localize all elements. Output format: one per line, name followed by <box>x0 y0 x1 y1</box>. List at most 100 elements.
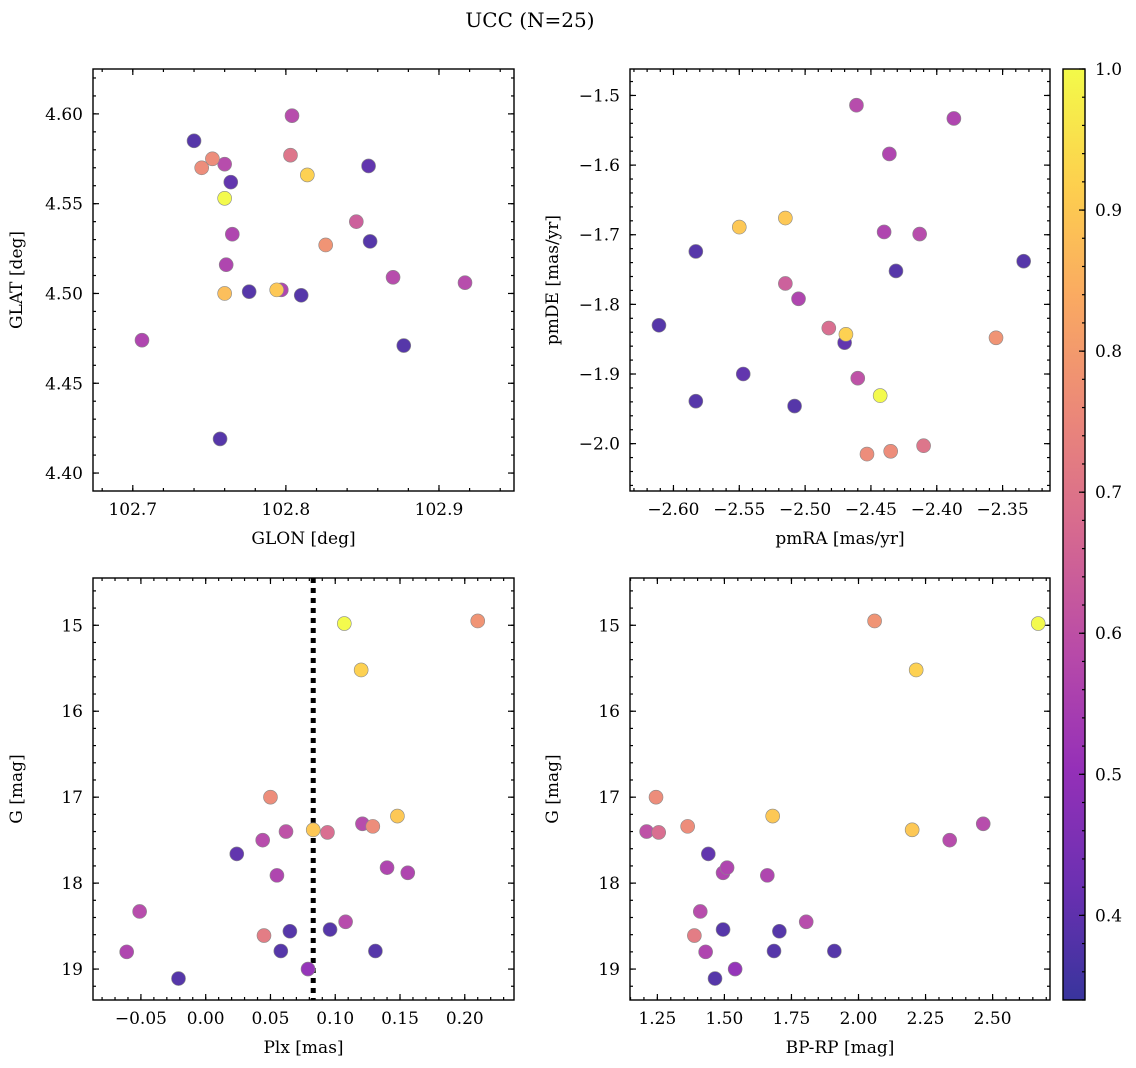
data-point <box>687 928 702 943</box>
data-point <box>368 943 383 959</box>
data-point <box>322 922 338 937</box>
data-point <box>1016 253 1031 269</box>
data-point <box>457 275 473 290</box>
x-tick-label: 0.05 <box>252 1009 290 1029</box>
data-point <box>300 961 316 977</box>
data-point <box>701 846 716 862</box>
x-tick-label: 0.10 <box>316 1009 354 1029</box>
scatter-panel-2: −2.60 −2.55 −2.50 −2.45 −2.40 −2.35 −2.0 −1.9 −1… <box>543 68 1051 549</box>
scatter-panel-3: −0.05 0.00 0.05 0.10 0.15 0.20 15 16 17 18 19 Plx [… <box>7 577 515 1058</box>
y-tick-label: 18 <box>61 874 83 894</box>
data-point <box>241 284 257 299</box>
data-point <box>719 860 735 875</box>
y-tick-label: 19 <box>598 960 620 980</box>
y-tick-label: 4.60 <box>45 105 83 125</box>
y-tick-label: 17 <box>598 788 620 808</box>
axes-frame <box>629 577 1051 1001</box>
data-point <box>772 923 787 939</box>
data-point <box>300 167 315 183</box>
data-point <box>798 914 814 930</box>
axes-frame <box>629 68 1051 492</box>
y-tick-label: 16 <box>598 702 620 722</box>
y-tick-label: 17 <box>61 788 83 808</box>
y-tick-label: 4.40 <box>45 464 83 484</box>
data-point <box>338 914 353 930</box>
data-point <box>778 276 793 291</box>
data-point <box>916 438 931 454</box>
data-point <box>882 146 897 162</box>
data-point <box>942 832 957 848</box>
y-tick-label: −1.9 <box>579 365 620 385</box>
x-tick-label: 102.7 <box>108 500 157 520</box>
axes-frame <box>92 577 515 1001</box>
x-tick-label: −2.55 <box>713 500 765 520</box>
data-point <box>305 822 321 838</box>
y-tick-label: 15 <box>598 616 620 636</box>
data-point <box>205 151 220 167</box>
x-tick-label: 0.00 <box>187 1009 225 1029</box>
y-tick-label: 4.50 <box>45 284 83 304</box>
x-tick-label: 1.75 <box>773 1009 811 1029</box>
scatter-panel-4: 1.25 1.50 1.75 2.00 2.25 2.50 15 16 17 18 19 BP-RP … <box>543 577 1051 1058</box>
data-point <box>390 808 405 824</box>
x-tick-label: −2.35 <box>977 500 1029 520</box>
x-tick-label: 0.20 <box>446 1009 484 1029</box>
colorbar-tick-label: 0.8 <box>1095 342 1122 362</box>
y-tick-label: −2.0 <box>579 435 620 455</box>
data-point <box>850 370 866 386</box>
data-point <box>318 237 333 253</box>
x-tick-label: −2.45 <box>845 500 897 520</box>
x-axis-title: Plx [mas] <box>263 1038 343 1058</box>
data-point <box>349 214 364 229</box>
x-tick-label: −2.60 <box>647 500 699 520</box>
data-point <box>385 270 401 285</box>
y-tick-label: −1.5 <box>579 86 620 106</box>
data-point <box>320 825 335 840</box>
data-point <box>648 789 664 805</box>
y-tick-label: −1.7 <box>579 226 620 246</box>
data-point <box>293 287 309 303</box>
data-point <box>912 226 927 242</box>
x-tick-label: 102.8 <box>262 500 311 520</box>
data-point <box>171 971 186 986</box>
data-point <box>212 431 228 447</box>
data-point <box>731 219 747 235</box>
y-axis-title: G [mag] <box>7 754 27 823</box>
data-point <box>688 244 704 259</box>
data-point <box>908 662 924 678</box>
data-point <box>217 156 232 172</box>
colorbar-tick-label: 0.7 <box>1095 483 1122 503</box>
x-tick-label: 1.50 <box>705 1009 743 1029</box>
data-point <box>692 904 708 919</box>
data-point <box>765 808 780 824</box>
x-tick-label: 2.00 <box>840 1009 878 1029</box>
colorbar-tick-label: 0.6 <box>1095 624 1122 644</box>
data-point <box>396 338 412 353</box>
data-point <box>707 971 723 986</box>
data-point <box>766 943 782 959</box>
colorbar-frame <box>1062 68 1086 1001</box>
data-point <box>255 832 270 848</box>
y-tick-label: −1.8 <box>579 295 620 315</box>
data-point <box>791 291 806 307</box>
y-tick-label: 4.45 <box>45 374 83 394</box>
y-tick-label: 4.55 <box>45 195 83 215</box>
data-point <box>379 860 395 875</box>
data-point <box>134 332 150 348</box>
colorbar-tick-label: 0.9 <box>1095 201 1122 221</box>
x-tick-label: 1.25 <box>638 1009 676 1029</box>
data-point <box>698 944 713 960</box>
data-point <box>218 257 234 273</box>
data-point <box>715 922 731 937</box>
y-tick-label: −1.6 <box>579 156 620 176</box>
data-point <box>278 824 294 839</box>
y-tick-label: 16 <box>61 702 83 722</box>
data-point <box>229 846 245 862</box>
data-point <box>119 944 134 960</box>
data-point <box>337 616 352 631</box>
y-axis-title: GLAT [deg] <box>7 231 27 329</box>
data-point <box>470 613 486 629</box>
data-point <box>284 108 300 123</box>
axes-frame <box>92 68 515 492</box>
